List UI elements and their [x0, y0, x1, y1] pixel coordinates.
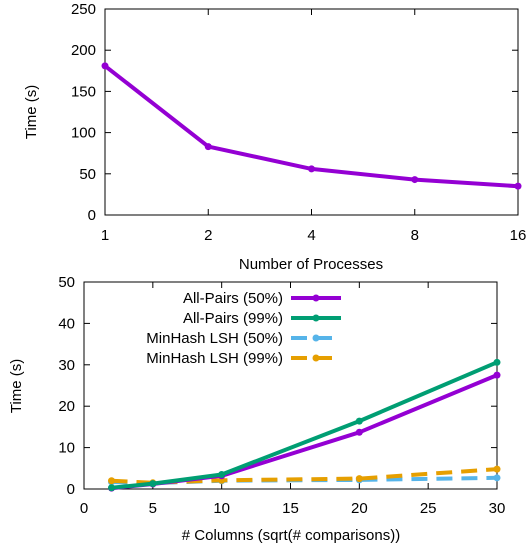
legend-marker: [312, 294, 320, 302]
data-point: [355, 428, 363, 436]
x-tick-label: 0: [80, 500, 88, 517]
x-axis-label: Number of Processes: [239, 256, 383, 273]
x-axis: 1 2 4 8 16: [101, 9, 527, 244]
x-tick-label: 30: [489, 500, 506, 517]
data-point: [108, 484, 116, 492]
x-tick-label: 8: [411, 227, 419, 244]
legend-marker: [312, 334, 320, 342]
y-tick-label: 30: [58, 357, 75, 374]
data-point: [108, 477, 116, 485]
x-tick-label: 4: [307, 227, 315, 244]
plot-frame: [83, 281, 498, 490]
y-axis: 0 50 100 150 200 250: [71, 1, 518, 224]
x-tick-label: 25: [420, 500, 437, 517]
data-point: [493, 358, 501, 366]
data-point: [101, 62, 109, 70]
y-tick-label: 200: [71, 42, 96, 59]
y-axis-label: Time (s): [8, 359, 25, 413]
data-point: [493, 474, 501, 482]
legend-label: MinHash LSH (99%): [146, 350, 283, 367]
x-tick-label: 5: [149, 500, 157, 517]
series-group: [108, 358, 501, 492]
series-line: [111, 360, 498, 490]
data-point: [355, 475, 363, 483]
x-tick-label: 20: [351, 500, 368, 517]
y-tick-label: 100: [71, 125, 96, 142]
legend-label: MinHash LSH (50%): [146, 330, 283, 347]
data-point: [493, 371, 501, 379]
legend-label: All-Pairs (50%): [183, 290, 283, 307]
data-point: [493, 465, 501, 473]
legend-marker: [312, 354, 320, 362]
x-tick-label: 16: [510, 227, 527, 244]
x-tick-label: 1: [101, 227, 109, 244]
data-point: [355, 417, 363, 425]
x-tick-label: 15: [282, 500, 299, 517]
x-tick-label: 2: [204, 227, 212, 244]
y-tick-label: 20: [58, 398, 75, 415]
x-axis-label: # Columns (sqrt(# comparisons)): [182, 527, 400, 544]
legend: All-Pairs (50%) All-Pairs (99%) MinHash LS…: [146, 290, 341, 367]
y-tick-label: 0: [88, 207, 96, 224]
y-tick-label: 50: [58, 274, 75, 291]
y-tick-label: 250: [71, 1, 96, 18]
x-tick-label: 10: [213, 500, 230, 517]
legend-marker: [312, 314, 320, 322]
data-point: [514, 182, 522, 190]
data-point: [204, 143, 212, 151]
data-point: [411, 176, 419, 184]
columns-chart: 0 10 20 30 40 50 0 5 10 15 20 25 30 All-Pairs (50%)…: [8, 274, 505, 544]
series-group: [101, 62, 522, 190]
y-tick-label: 150: [71, 83, 96, 100]
y-tick-label: 50: [79, 166, 96, 183]
y-axis: 0 10 20 30 40 50: [58, 274, 497, 498]
y-tick-label: 40: [58, 315, 75, 332]
data-point: [149, 480, 157, 488]
data-point: [308, 165, 315, 173]
x-axis: 0 5 10 15 20 25 30: [80, 282, 506, 517]
data-point: [218, 471, 226, 479]
y-tick-label: 0: [67, 481, 75, 498]
processes-chart: 0 50 100 150 200 250 1 2 4 8 16 Number of Process…: [23, 1, 526, 273]
y-axis-label: Time (s): [23, 85, 40, 139]
legend-label: All-Pairs (99%): [183, 310, 283, 327]
y-tick-label: 10: [58, 440, 75, 457]
